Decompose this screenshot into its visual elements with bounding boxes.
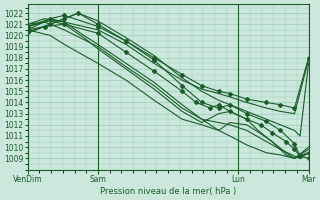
X-axis label: Pression niveau de la mer( hPa ): Pression niveau de la mer( hPa )	[100, 187, 236, 196]
